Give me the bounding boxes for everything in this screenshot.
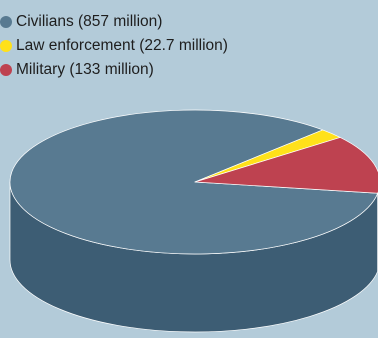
legend-label-law-enforcement: Law enforcement (22.7 million) (16, 37, 228, 54)
pie-slice-military (194, 137, 378, 194)
pie-tops (9, 109, 378, 255)
legend-label-civilians: Civilians (857 million) (16, 13, 163, 30)
legend-item-military: Military (133 million) (0, 58, 228, 82)
legend: Civilians (857 million) Law enforcement … (0, 10, 228, 82)
legend-swatch-civilians (0, 16, 12, 28)
legend-label-military: Military (133 million) (16, 61, 154, 78)
legend-item-law-enforcement: Law enforcement (22.7 million) (0, 34, 228, 58)
pie-slice-civilians (9, 109, 378, 255)
legend-swatch-military (0, 64, 12, 76)
legend-item-civilians: Civilians (857 million) (0, 10, 228, 34)
legend-swatch-law-enforcement (0, 40, 12, 52)
